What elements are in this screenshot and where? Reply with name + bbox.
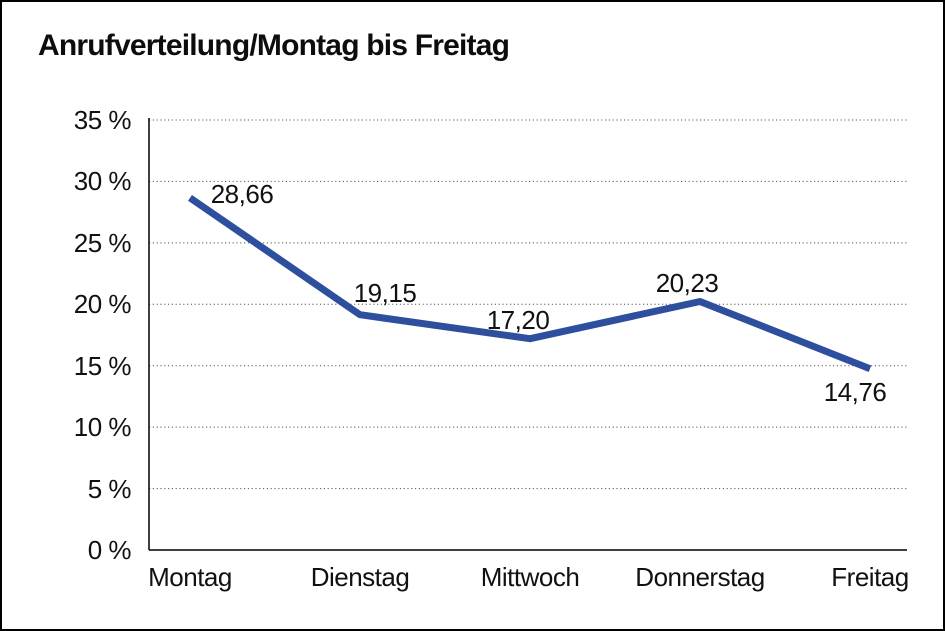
y-axis-tick-label: 30 % bbox=[73, 166, 132, 197]
data-label: 20,23 bbox=[655, 268, 719, 299]
data-label: 17,20 bbox=[486, 304, 550, 335]
x-axis-category-label: Mittwoch bbox=[480, 562, 580, 592]
data-label: 19,15 bbox=[353, 277, 417, 308]
y-axis-tick-label: 35 % bbox=[73, 105, 132, 135]
y-axis-tick-label: 15 % bbox=[73, 350, 132, 381]
x-axis-category-label: Freitag bbox=[831, 562, 909, 592]
data-label: 28,66 bbox=[210, 178, 274, 209]
chart-title: Anrufverteilung/Montag bis Freitag bbox=[38, 29, 510, 62]
x-axis-category-label: Dienstag bbox=[310, 562, 410, 592]
x-axis-category-label: Donnerstag bbox=[635, 562, 765, 592]
y-axis-tick-label: 5 % bbox=[87, 473, 132, 504]
y-axis-tick-label: 0 % bbox=[87, 535, 132, 565]
y-axis-tick-label: 20 % bbox=[73, 289, 132, 320]
data-label: 14,76 bbox=[823, 376, 887, 407]
data-series-line bbox=[188, 195, 872, 372]
y-axis-tick-label: 10 % bbox=[73, 412, 132, 443]
x-axis-category-label: Montag bbox=[148, 562, 232, 592]
y-axis-tick-label: 25 % bbox=[73, 227, 132, 258]
